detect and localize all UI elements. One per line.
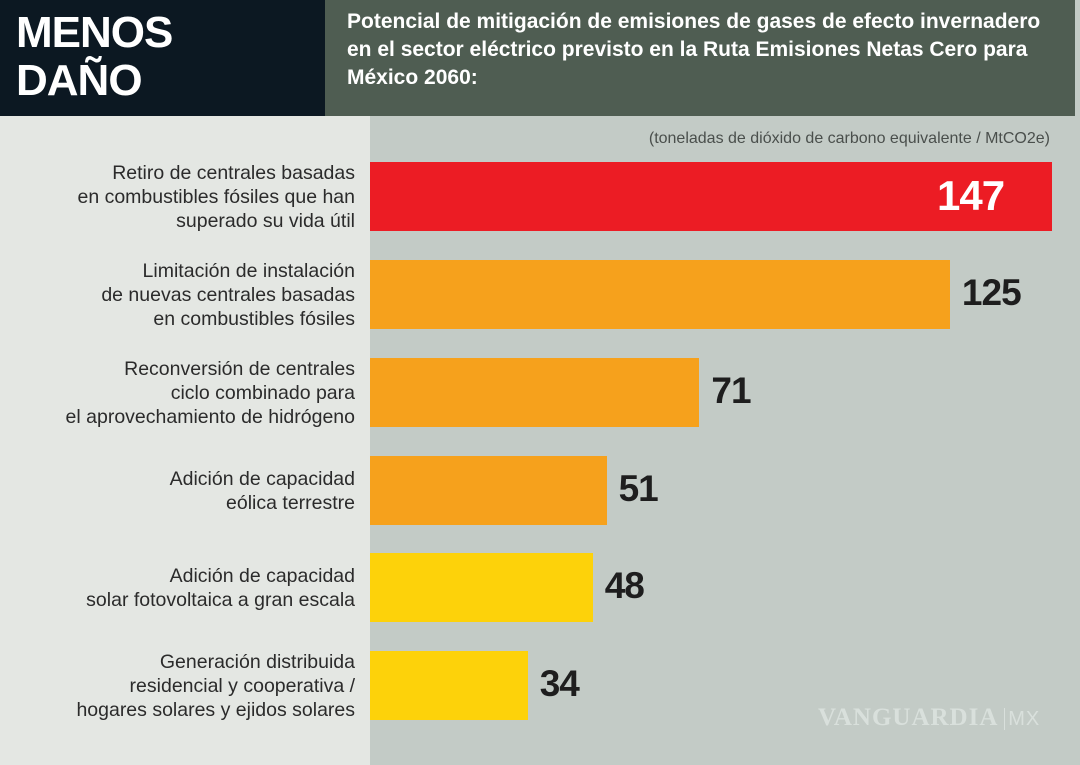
label-panel (0, 116, 370, 765)
bar (370, 358, 700, 427)
category-label-line: hogares solares y ejidos solares (76, 698, 355, 721)
category-label-line: Limitación de instalación (142, 259, 355, 282)
category-label-line: Adición de capacidad (169, 467, 355, 490)
category-label-line: el aprovechamiento de hidrógeno (65, 405, 355, 428)
bar (370, 260, 950, 329)
category-label-line: de nuevas centrales basadas (101, 283, 355, 306)
category-label-line: residencial y cooperativa / (129, 674, 355, 697)
bar (370, 456, 607, 525)
category-label: Limitación de instalación de nuevas centr… (0, 259, 355, 330)
value-label: 51 (618, 468, 659, 509)
watermark-suffix: MX (1004, 708, 1041, 730)
category-label-line: Retiro de centrales basadas (112, 161, 355, 184)
value-label: 125 (961, 272, 1022, 313)
value-label: 147 (937, 172, 1005, 219)
bar (370, 553, 593, 622)
bar (370, 162, 1052, 231)
category-label: Generación distribuida residencial y coop… (0, 650, 355, 721)
value-label: 34 (539, 663, 580, 704)
chart-title: Potencial de mitigación de emisiones de … (347, 10, 1041, 89)
value-label: 48 (604, 565, 645, 606)
kicker-line-2: DAÑO (16, 56, 143, 105)
category-label-line: superado su vida útil (176, 209, 355, 232)
category-label: Reconversión de centrales ciclo combinado… (0, 357, 355, 428)
category-label-line: ciclo combinado para (170, 381, 355, 404)
header-kicker: MENOS DAÑO (0, 0, 325, 116)
category-label-line: Adición de capacidad (169, 564, 355, 587)
category-label-line: Reconversión de centrales (124, 357, 355, 380)
category-label: Adición de capacidad eólica terrestre (0, 456, 355, 525)
watermark-logo: VANGUARDIA MX (818, 704, 1041, 732)
category-label: Retiro de centrales basadas en combustibl… (0, 161, 355, 232)
category-label-line: Generación distribuida (159, 650, 355, 673)
header-title-panel: Potencial de mitigación de emisiones de … (325, 0, 1075, 116)
category-label-line: eólica terrestre (226, 491, 355, 514)
unit-label: (toneladas de dióxido de carbono equival… (648, 130, 1050, 147)
bar (370, 651, 528, 720)
value-label: 71 (711, 370, 751, 411)
category-label-line: en combustibles fósiles que han (77, 185, 355, 208)
kicker-line-1: MENOS (16, 8, 173, 57)
category-label-line: solar fotovoltaica a gran escala (86, 588, 355, 611)
category-label-line: en combustibles fósiles (153, 307, 355, 330)
watermark-text: VANGUARDIA (818, 704, 998, 731)
category-label: Adición de capacidad solar fotovoltaica a… (0, 553, 355, 622)
